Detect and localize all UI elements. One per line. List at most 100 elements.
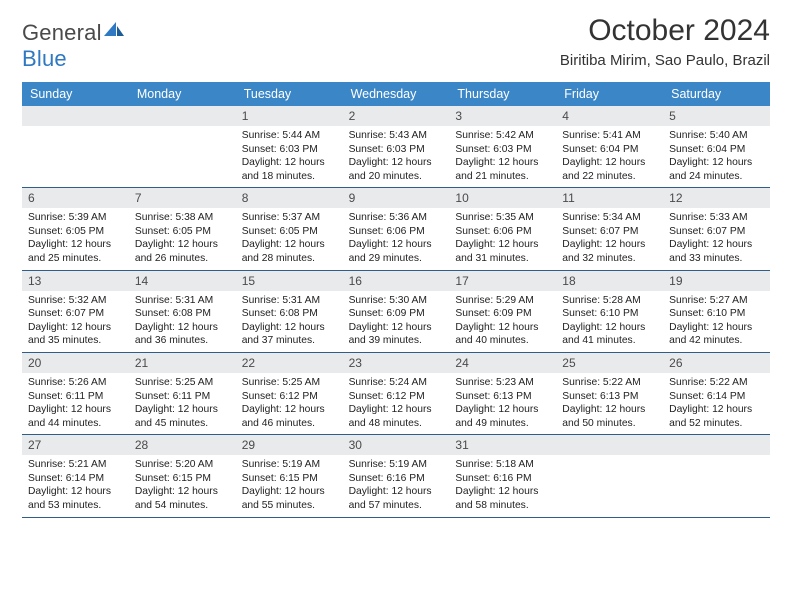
day-number: 29	[236, 435, 343, 455]
sunrise-line: Sunrise: 5:41 AM	[562, 130, 640, 141]
day-body: Sunrise: 5:41 AMSunset: 6:04 PMDaylight:…	[556, 126, 663, 187]
day-body: Sunrise: 5:19 AMSunset: 6:16 PMDaylight:…	[343, 455, 450, 516]
sunset-line: Sunset: 6:16 PM	[455, 473, 531, 484]
daylight-line: Daylight: 12 hours and 40 minutes.	[455, 322, 538, 347]
day-number: 9	[343, 188, 450, 208]
day-number: 25	[556, 353, 663, 373]
calendar: Sunday Monday Tuesday Wednesday Thursday…	[22, 82, 770, 518]
dow-sunday: Sunday	[22, 82, 129, 106]
calendar-cell: 9 Sunrise: 5:36 AM Sunset: 6:06 PM Daylight…	[343, 188, 450, 269]
sunset-line: Sunset: 6:10 PM	[562, 308, 638, 319]
day-body: Sunrise: 5:24 AMSunset: 6:12 PMDaylight:…	[343, 373, 450, 434]
daylight-line: Daylight: 12 hours and 21 minutes.	[455, 157, 538, 182]
day-body: Sunrise: 5:22 AMSunset: 6:13 PMDaylight:…	[556, 373, 663, 434]
day-number: 18	[556, 271, 663, 291]
daylight-line: Daylight: 12 hours and 32 minutes.	[562, 239, 645, 264]
calendar-cell: 13Sunrise: 5:32 AMSunset: 6:07 PMDayligh…	[22, 271, 129, 352]
sunrise-line: Sunrise: 5:40 AM	[669, 130, 747, 141]
day-number: 13	[22, 271, 129, 291]
calendar-cell: 5Sunrise: 5:40 AMSunset: 6:04 PMDaylight…	[663, 106, 770, 187]
calendar-week: 13Sunrise: 5:32 AMSunset: 6:07 PMDayligh…	[22, 271, 770, 353]
daylight-line: Daylight: 12 hours and 53 minutes.	[28, 486, 111, 511]
daylight-line: Daylight: 12 hours and 31 minutes.	[455, 239, 538, 264]
day-body: Sunrise: 5:31 AMSunset: 6:08 PMDaylight:…	[129, 291, 236, 352]
dow-thursday: Thursday	[449, 82, 556, 106]
day-body: Sunrise: 5:21 AMSunset: 6:14 PMDaylight:…	[22, 455, 129, 516]
sunset-line: Sunset: 6:03 PM	[349, 144, 425, 155]
daylight-line: Daylight: 12 hours and 29 minutes.	[349, 239, 432, 264]
calendar-cell	[22, 106, 129, 187]
daylight-line: Daylight: 12 hours and 18 minutes.	[242, 157, 325, 182]
calendar-cell: 8Sunrise: 5:37 AMSunset: 6:05 PMDaylight…	[236, 188, 343, 269]
sunset-line: Sunset: 6:09 PM	[455, 308, 531, 319]
daylight-line: Daylight: 12 hours and 33 minutes.	[669, 239, 752, 264]
calendar-week: 20Sunrise: 5:26 AMSunset: 6:11 PMDayligh…	[22, 353, 770, 435]
daylight-line: Daylight: 12 hours and 48 minutes.	[349, 404, 432, 429]
daylight-line: Daylight: 12 hours and 41 minutes.	[562, 322, 645, 347]
daylight-line: Daylight: 12 hours and 45 minutes.	[135, 404, 218, 429]
sunrise-line: Sunrise: 5:23 AM	[455, 377, 533, 388]
sunset-line: Sunset: 6:06 PM	[455, 226, 531, 237]
day-body: Sunrise: 5:20 AMSunset: 6:15 PMDaylight:…	[129, 455, 236, 516]
daylight-line: Daylight: 12 hours and 58 minutes.	[455, 486, 538, 511]
sunset-line: Sunset: 6:09 PM	[349, 308, 425, 319]
sunset-line: Sunset: 6:12 PM	[349, 391, 425, 402]
calendar-cell: 17 Sunrise: 5:29 AM Sunset: 6:09 PM Dayligh…	[449, 271, 556, 352]
sunrise-line: Sunrise: 5:34 AM	[562, 212, 640, 223]
day-body: Sunrise: 5:27 AMSunset: 6:10 PMDaylight:…	[663, 291, 770, 352]
sunrise-line: Sunrise: 5:36 AM	[349, 212, 427, 223]
calendar-cell: 25Sunrise: 5:22 AMSunset: 6:13 PMDayligh…	[556, 353, 663, 434]
daylight-line: Daylight: 12 hours and 28 minutes.	[242, 239, 325, 264]
day-number: 8	[236, 188, 343, 208]
day-body: Sunrise: 5:39 AMSunset: 6:05 PMDaylight:…	[22, 208, 129, 269]
day-body: Sunrise: 5:30 AMSunset: 6:09 PMDaylight:…	[343, 291, 450, 352]
calendar-cell	[129, 106, 236, 187]
day-body: Sunrise: 5:40 AMSunset: 6:04 PMDaylight:…	[663, 126, 770, 187]
sunrise-line: Sunrise: 5:29 AM	[455, 295, 533, 306]
day-body: Sunrise: 5:19 AMSunset: 6:15 PMDaylight:…	[236, 455, 343, 516]
sunrise-line: Sunrise: 5:31 AM	[242, 295, 320, 306]
sunrise-line: Sunrise: 5:25 AM	[135, 377, 213, 388]
sunset-line: Sunset: 6:05 PM	[135, 226, 211, 237]
sunrise-line: Sunrise: 5:42 AM	[455, 130, 533, 141]
sunset-line: Sunset: 6:13 PM	[455, 391, 531, 402]
day-number: 3	[449, 106, 556, 126]
sunset-line: Sunset: 6:05 PM	[28, 226, 104, 237]
calendar-cell: 31 Sunrise: 5:18 AM Sunset: 6:16 PM Dayligh…	[449, 435, 556, 516]
weekday-header: Sunday Monday Tuesday Wednesday Thursday…	[22, 82, 770, 106]
day-number: 23	[343, 353, 450, 373]
sunset-line: Sunset: 6:10 PM	[669, 308, 745, 319]
daylight-line: Daylight: 12 hours and 50 minutes.	[562, 404, 645, 429]
day-number: 26	[663, 353, 770, 373]
day-number: 21	[129, 353, 236, 373]
day-number: 31	[449, 435, 556, 455]
calendar-cell: 20Sunrise: 5:26 AMSunset: 6:11 PMDayligh…	[22, 353, 129, 434]
sunrise-line: Sunrise: 5:19 AM	[242, 459, 320, 470]
calendar-cell: 12Sunrise: 5:33 AMSunset: 6:07 PMDayligh…	[663, 188, 770, 269]
day-number: 14	[129, 271, 236, 291]
day-number: 7	[129, 188, 236, 208]
sunrise-line: Sunrise: 5:30 AM	[349, 295, 427, 306]
calendar-cell: 26Sunrise: 5:22 AMSunset: 6:14 PMDayligh…	[663, 353, 770, 434]
calendar-week: 27Sunrise: 5:21 AMSunset: 6:14 PMDayligh…	[22, 435, 770, 517]
calendar-week: 1Sunrise: 5:44 AMSunset: 6:03 PMDaylight…	[22, 106, 770, 188]
day-body: Sunrise: 5:22 AMSunset: 6:14 PMDaylight:…	[663, 373, 770, 434]
daylight-line: Daylight: 12 hours and 54 minutes.	[135, 486, 218, 511]
brand-word1: General	[22, 20, 102, 45]
sunset-line: Sunset: 6:06 PM	[349, 226, 425, 237]
day-body: Sunrise: 5:35 AMSunset: 6:06 PMDaylight:…	[449, 208, 556, 269]
calendar-cell: 10Sunrise: 5:35 AMSunset: 6:06 PMDayligh…	[449, 188, 556, 269]
day-number: 12	[663, 188, 770, 208]
day-number: 5	[663, 106, 770, 126]
day-number: 28	[129, 435, 236, 455]
sunset-line: Sunset: 6:13 PM	[562, 391, 638, 402]
day-number: 2	[343, 106, 450, 126]
sunrise-line: Sunrise: 5:18 AM	[455, 459, 533, 470]
day-body: Sunrise: 5:38 AMSunset: 6:05 PMDaylight:…	[129, 208, 236, 269]
day-number: 17	[449, 271, 556, 291]
calendar-cell: 27Sunrise: 5:21 AMSunset: 6:14 PMDayligh…	[22, 435, 129, 516]
calendar-cell: 4Sunrise: 5:41 AMSunset: 6:04 PMDaylight…	[556, 106, 663, 187]
sunset-line: Sunset: 6:05 PM	[242, 226, 318, 237]
calendar-cell: 7Sunrise: 5:38 AMSunset: 6:05 PMDaylight…	[129, 188, 236, 269]
day-number: 4	[556, 106, 663, 126]
